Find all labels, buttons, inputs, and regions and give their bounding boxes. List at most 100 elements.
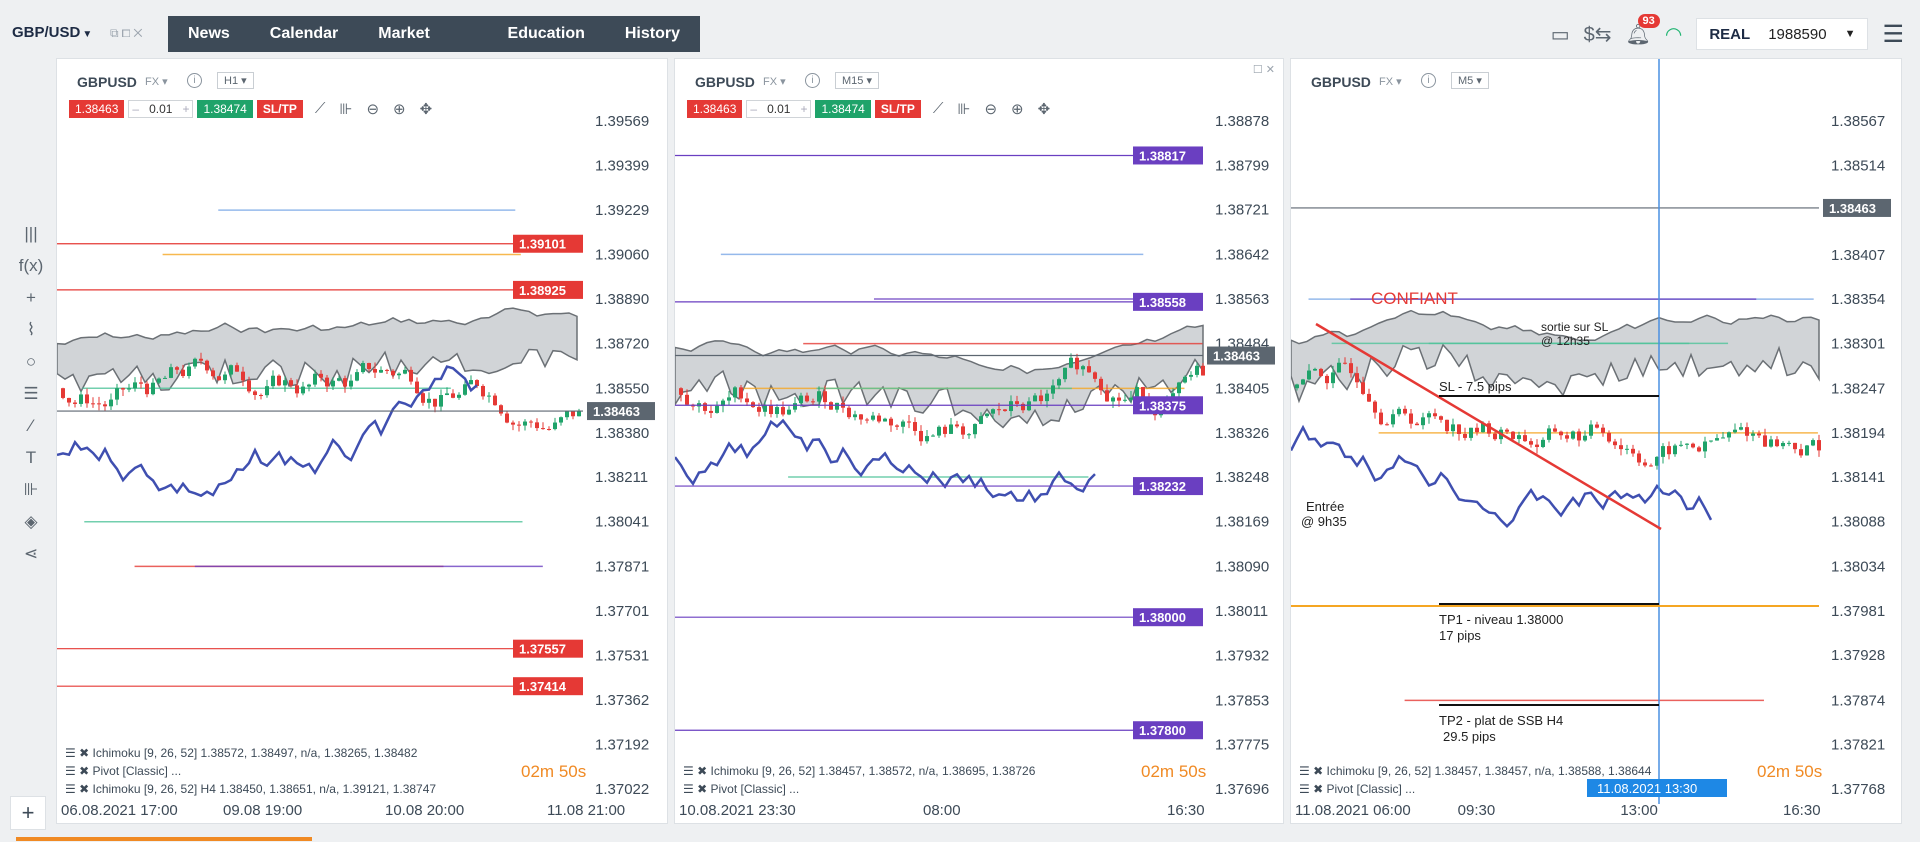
chart-annotation[interactable]: Entrée [1306, 499, 1344, 514]
candle [1445, 419, 1449, 432]
candle [241, 371, 245, 381]
chart-panel-m15[interactable]: GBPUSD FX ▾ i M15 ▾ ☐ ✕ 1.38463 –0.01 + 1.3847… [674, 58, 1284, 824]
symbol-tab[interactable]: GBP/USD ▼ [12, 24, 93, 41]
indicator-legend[interactable]: ☰ ✖ Ichimoku [9, 26, 52] 1.38572, 1.3849… [65, 746, 418, 760]
layers-tool-icon[interactable]: ◈ [24, 512, 38, 531]
level-price-tag[interactable] [513, 639, 583, 658]
info-icon[interactable]: i [1421, 73, 1436, 88]
level-price-tag[interactable] [587, 402, 655, 421]
level-price-tag[interactable] [513, 280, 583, 299]
candles-icon[interactable]: ⊪ [957, 101, 971, 118]
level-price-tag[interactable] [1133, 146, 1203, 165]
chart-annotation[interactable]: sortie sur SL [1541, 320, 1609, 334]
chart-panel-m5[interactable]: GBPUSD FX ▾ i M5 ▾1.385671.385141.384631.38… [1290, 58, 1902, 824]
price-chart[interactable]: 1.38878 1.38799 1.38721 1.38642 1.38563 1.384… [675, 59, 1284, 824]
chart-annotation[interactable]: @ 12h35 [1541, 334, 1590, 348]
indicator-legend[interactable]: ☰ ✖ Ichimoku [9, 26, 52] H4 1.38450, 1.3… [65, 782, 437, 796]
chart-panel-h1[interactable]: GBPUSD FX ▾ i H1 ▾ 1.38463 –0.01 + 1.38474 SL… [56, 58, 668, 824]
indicator-legend[interactable]: ☰ ✖ Ichimoku [9, 26, 52] 1.38457, 1.3857… [683, 764, 1036, 778]
instrument-type[interactable]: FX ▾ [1379, 76, 1402, 88]
hamburger-menu-icon[interactable]: ☰ [1882, 20, 1904, 48]
instrument-type[interactable]: FX ▾ [145, 76, 168, 88]
nav-news[interactable]: News [188, 25, 230, 42]
zoom-in-icon[interactable]: ⊕ [1011, 101, 1024, 118]
quantity-stepper[interactable]: –0.01 + [128, 100, 194, 118]
info-icon[interactable]: i [187, 73, 202, 88]
sl-tp-button[interactable]: SL/TP [874, 100, 921, 118]
line-chart-icon[interactable]: ⟋ [314, 100, 326, 117]
chart-annotation[interactable]: TP2 - plat de SSB H4 [1439, 713, 1563, 728]
sell-button[interactable]: 1.38463 [687, 100, 743, 118]
indicator-legend[interactable]: ☰ ✖ Pivot [Classic] ... [1299, 782, 1416, 796]
line-chart-icon[interactable]: ⟋ [932, 100, 944, 117]
nav-history[interactable]: History [624, 25, 680, 42]
timeframe-selector[interactable]: M15 ▾ [835, 72, 879, 89]
move-icon[interactable]: ✥ [419, 101, 433, 118]
text-tool-icon[interactable]: T [25, 448, 37, 467]
info-icon[interactable]: i [805, 73, 820, 88]
level-price-tag[interactable] [1823, 198, 1891, 217]
instrument-type[interactable]: FX ▾ [763, 76, 786, 88]
zoom-in-icon[interactable]: ⊕ [393, 101, 406, 118]
chart-annotation[interactable]: 29.5 pips [1443, 729, 1496, 744]
level-price-tag[interactable] [1133, 608, 1203, 627]
account-selector[interactable]: REAL 1988590 ▼ [1696, 18, 1869, 50]
buy-button[interactable]: 1.38474 [197, 100, 253, 118]
ray-tool-icon[interactable]: ⌇ [26, 320, 36, 339]
sl-tp-button[interactable]: SL/TP [256, 100, 303, 118]
fib-tool-icon[interactable]: ☰ [23, 384, 39, 403]
sell-button[interactable]: 1.38463 [69, 100, 125, 118]
move-icon[interactable]: ✥ [1037, 101, 1051, 118]
function-tool-icon[interactable]: f(x) [18, 256, 44, 275]
plus-icon[interactable]: + [182, 102, 190, 116]
nav-calendar[interactable]: Calendar [269, 25, 339, 42]
plus-icon[interactable]: + [800, 102, 808, 116]
chart-annotation[interactable]: 17 pips [1439, 628, 1481, 643]
timeframe-selector[interactable]: H1 ▾ [217, 72, 254, 89]
candles-icon[interactable]: ⊪ [339, 101, 353, 118]
chart-annotation[interactable]: SL - 7.5 pips [1439, 379, 1512, 394]
chart-annotation[interactable]: CONFIANT [1371, 289, 1458, 308]
level-price-tag[interactable] [1133, 396, 1203, 415]
panel-window-controls[interactable]: ☐ ✕ [1252, 64, 1275, 76]
price-chart[interactable]: 1.39569 1.39399 1.39229 1.39060 1.38890 1.387… [57, 59, 668, 824]
level-price-tag[interactable] [513, 234, 583, 253]
timeframe-selector[interactable]: M5 ▾ [1451, 72, 1489, 89]
level-price-tag[interactable] [1133, 292, 1203, 311]
circle-tool-icon[interactable]: ○ [25, 352, 37, 371]
nav-education[interactable]: Education [507, 25, 585, 42]
crosshair-tool-icon[interactable]: + [26, 288, 36, 307]
zoom-out-icon[interactable]: ⊖ [984, 101, 998, 118]
level-price-tag[interactable] [1133, 477, 1203, 496]
chart-symbol[interactable]: GBPUSD [695, 74, 755, 90]
level-price-tag[interactable] [1133, 721, 1203, 740]
share-tool-icon[interactable]: ⋖ [23, 544, 39, 563]
chart-annotation[interactable]: @ 9h35 [1301, 514, 1347, 529]
buy-button[interactable]: 1.38474 [815, 100, 871, 118]
quantity-value[interactable]: 0.01 [767, 102, 791, 116]
dollar-exchange-icon[interactable]: $⇆ [1583, 23, 1612, 46]
level-price-tag[interactable] [1207, 346, 1275, 365]
layout-icon[interactable]: ▭ [1550, 23, 1570, 46]
candles-tool-icon[interactable]: ⊪ [23, 480, 39, 499]
quantity-value[interactable]: 0.01 [149, 102, 173, 116]
minus-icon[interactable]: – [132, 102, 140, 116]
minus-icon[interactable]: – [750, 102, 758, 116]
zoom-out-icon[interactable]: ⊖ [366, 101, 380, 118]
quantity-stepper[interactable]: –0.01 + [746, 100, 812, 118]
price-tick: 1.37871 [595, 558, 649, 575]
pencil-tool-icon[interactable]: ⁄ [29, 416, 33, 435]
bell-icon[interactable]: 🔔︎ 93 [1626, 13, 1660, 47]
chart-annotation[interactable]: TP1 - niveau 1.38000 [1439, 612, 1563, 627]
price-chart[interactable]: 1.38567 1.38514 1.38463 1.38407 1.38354 1.383… [1291, 59, 1902, 824]
nav-market-analysis[interactable]: Market analysis [378, 25, 441, 78]
bars-tool-icon[interactable]: ||| [24, 224, 38, 243]
chart-symbol[interactable]: GBPUSD [1311, 74, 1371, 90]
tab-window-controls[interactable]: ⧉⧠✕ [110, 26, 146, 40]
add-chart-button[interactable]: + [10, 796, 46, 830]
indicator-legend[interactable]: ☰ ✖ Pivot [Classic] ... [683, 782, 800, 796]
indicator-legend[interactable]: ☰ ✖ Pivot [Classic] ... [65, 764, 182, 778]
level-price-tag[interactable] [513, 677, 583, 696]
indicator-legend[interactable]: ☰ ✖ Ichimoku [9, 26, 52] 1.38457, 1.3845… [1299, 764, 1652, 778]
chart-symbol[interactable]: GBPUSD [77, 74, 137, 90]
